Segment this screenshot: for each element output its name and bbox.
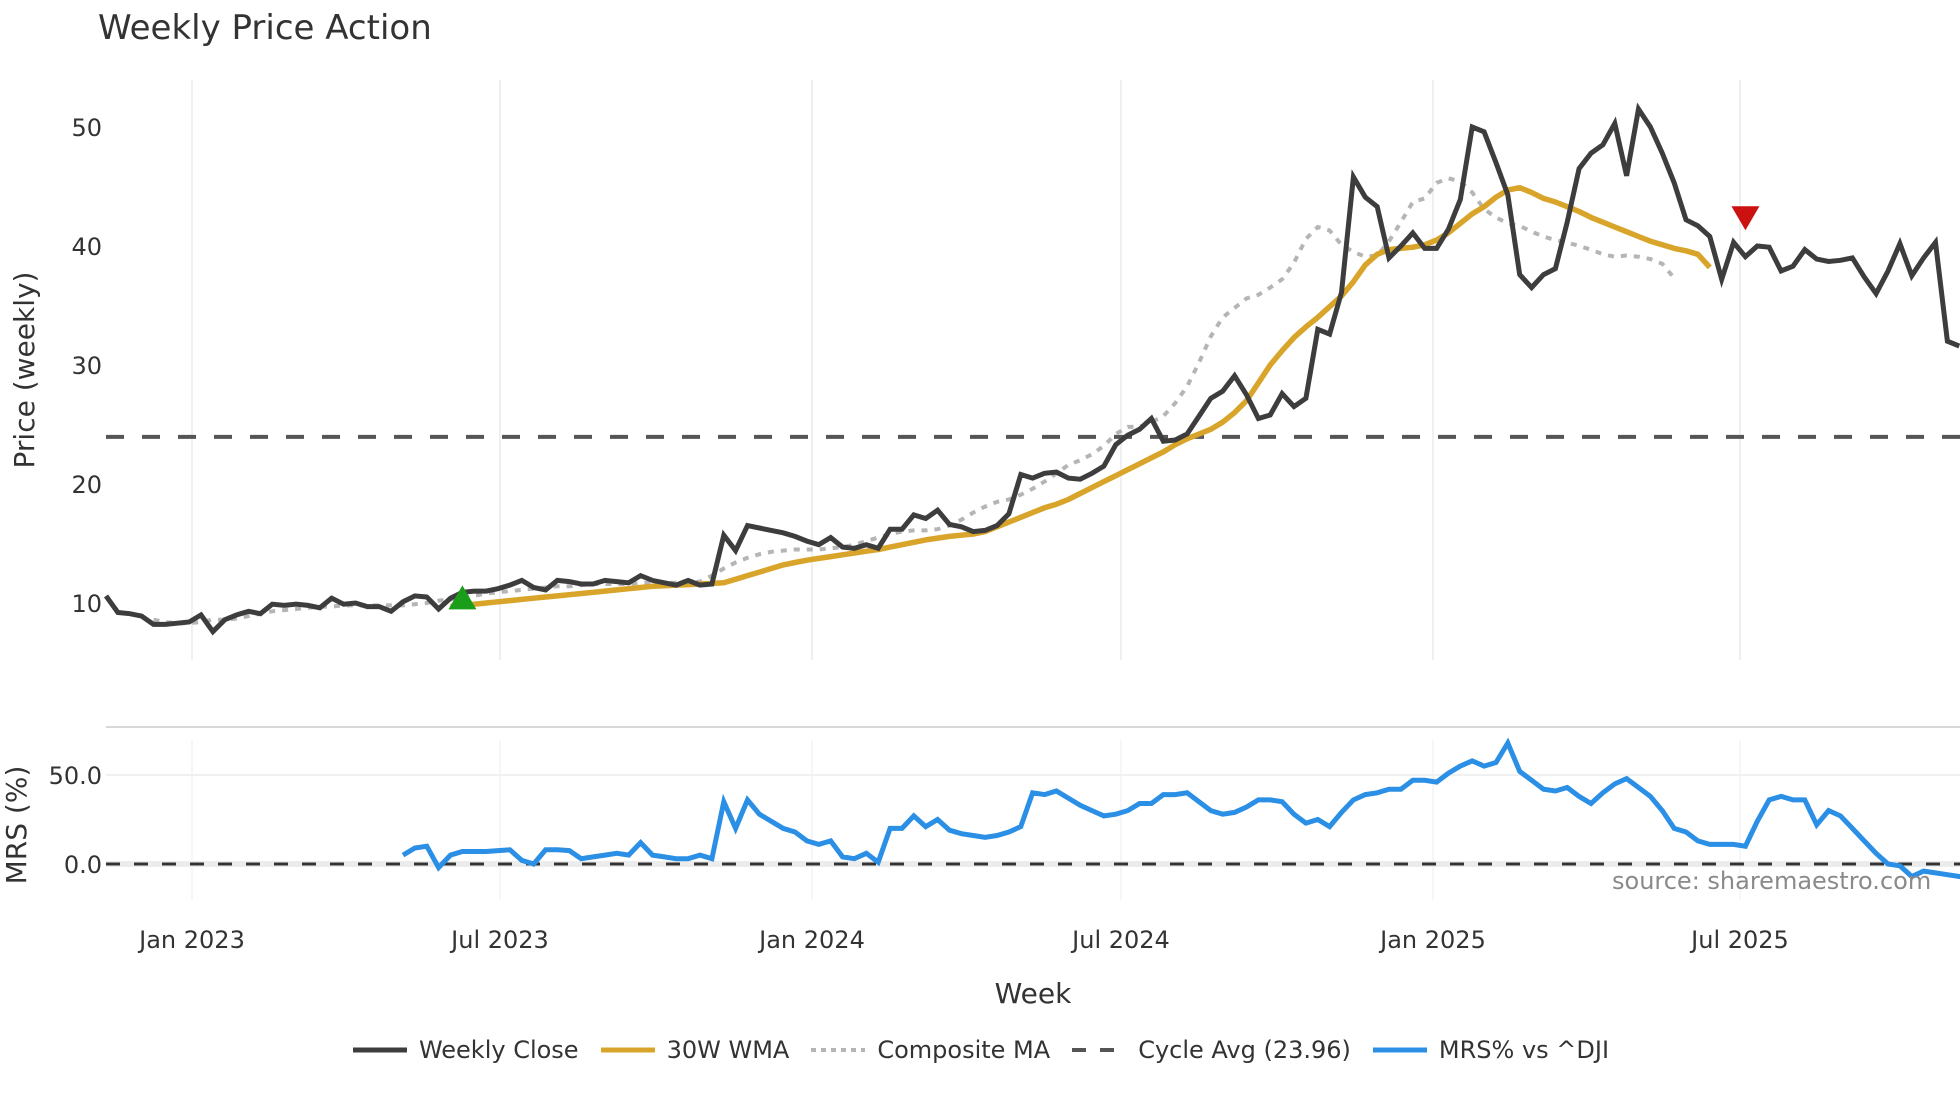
x-tick-label: Jul 2024 [1070, 926, 1170, 954]
mrs-swatch-icon [1372, 1047, 1427, 1053]
cycle-swatch-icon [1072, 1048, 1127, 1052]
composite-swatch-icon [811, 1048, 866, 1052]
composite-ma-line [153, 176, 1676, 626]
legend-item-close[interactable]: Weekly Close [351, 1036, 579, 1064]
legend-item-wma[interactable]: 30W WMA [599, 1036, 790, 1064]
x-axis-title: Week [995, 977, 1072, 1010]
buy-signal-marker [448, 585, 477, 610]
price-plot [103, 102, 1960, 636]
axis-labels: 50 40 30 20 10 50.0 0.0 Jan 2023 Jul 2023 Jan 202… [0, 114, 1789, 1010]
price-tick-label: 40 [71, 233, 102, 261]
mrs-plot [106, 737, 1960, 880]
x-tick-label: Jan 2024 [757, 926, 865, 954]
x-tick-label: Jan 2025 [1378, 926, 1486, 954]
price-y-axis-title: Price (weekly) [8, 272, 41, 469]
legend-item-composite[interactable]: Composite MA [809, 1036, 1050, 1064]
price-tick-label: 10 [71, 590, 102, 618]
legend-label: Weekly Close [418, 1036, 579, 1064]
x-tick-label: Jul 2025 [1689, 926, 1789, 954]
chart-title: Weekly Price Action [98, 8, 432, 48]
legend-label: 30W WMA [666, 1036, 790, 1064]
legend-item-mrs[interactable]: MRS% vs ^DJI [1371, 1036, 1609, 1064]
price-tick-label: 30 [71, 352, 102, 380]
legend-label: MRS% vs ^DJI [1438, 1036, 1610, 1064]
mrs-y-axis-title: MRS (%) [0, 766, 33, 885]
weekly-close-line [103, 102, 1960, 636]
legend-label: Cycle Avg (23.96) [1138, 1036, 1351, 1064]
mrs-line [401, 737, 1960, 880]
x-tick-label: Jan 2023 [137, 926, 245, 954]
mrs-tick-label: 50.0 [49, 762, 102, 790]
close-swatch-icon [352, 1047, 407, 1053]
mrs-tick-label: 0.0 [64, 851, 102, 879]
price-tick-label: 50 [71, 114, 102, 142]
chart-legend: Weekly Close 30W WMA Composite MA Cycle Avg… [0, 1036, 1960, 1064]
sell-signal-marker [1731, 206, 1760, 231]
x-tick-label: Jul 2023 [449, 926, 549, 954]
wma-30w-line [450, 184, 1712, 610]
wma-swatch-icon [600, 1047, 655, 1053]
gridlines [106, 80, 1960, 900]
legend-item-cycle[interactable]: Cycle Avg (23.96) [1070, 1036, 1351, 1064]
source-attribution: source: sharemaestro.com [1612, 867, 1932, 895]
legend-label: Composite MA [877, 1036, 1051, 1064]
price-tick-label: 20 [71, 471, 102, 499]
